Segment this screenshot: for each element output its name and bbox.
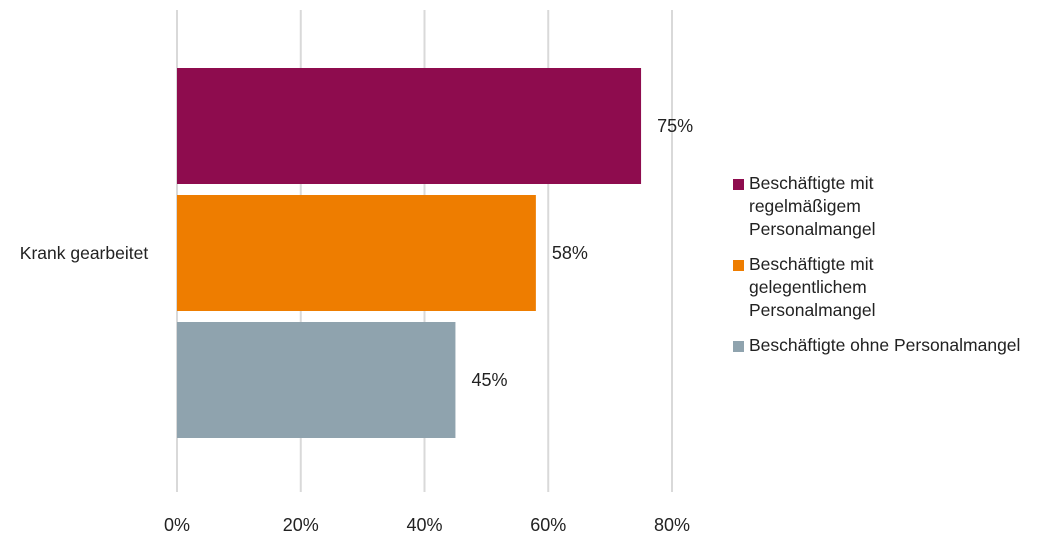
legend-swatch-regular-shortage (733, 179, 744, 190)
bar-2 (177, 322, 456, 438)
x-tick-label-1: 20% (283, 515, 319, 534)
data-label-0: 75% (657, 116, 693, 136)
legend-label-regular-shortage: Beschäftigte mit regelmäßigem Personalma… (749, 173, 876, 239)
legend-swatch-occasional-shortage (733, 260, 744, 271)
x-tick-label-2: 40% (406, 515, 442, 534)
bar-0 (177, 68, 642, 184)
data-label-1: 58% (552, 243, 588, 263)
x-tick-label-0: 0% (164, 515, 190, 534)
legend-item-regular-shortage: Beschäftigte mit regelmäßigem Personalma… (733, 172, 1053, 241)
legend-swatch-no-shortage (733, 341, 744, 352)
legend: Beschäftigte mit regelmäßigem Personalma… (733, 172, 1053, 369)
legend-label-no-shortage: Beschäftigte ohne Personalmangel (749, 335, 1021, 355)
x-tick-label-4: 80% (654, 515, 690, 534)
legend-item-occasional-shortage: Beschäftigte mit gelegentlichem Personal… (733, 253, 1053, 322)
data-label-2: 45% (471, 370, 507, 390)
x-tick-label-3: 60% (530, 515, 566, 534)
legend-label-occasional-shortage: Beschäftigte mit gelegentlichem Personal… (749, 254, 876, 320)
category-label: Krank gearbeitet (20, 243, 149, 263)
legend-item-no-shortage: Beschäftigte ohne Personalmangel (733, 334, 1053, 357)
bar-1 (177, 195, 536, 311)
